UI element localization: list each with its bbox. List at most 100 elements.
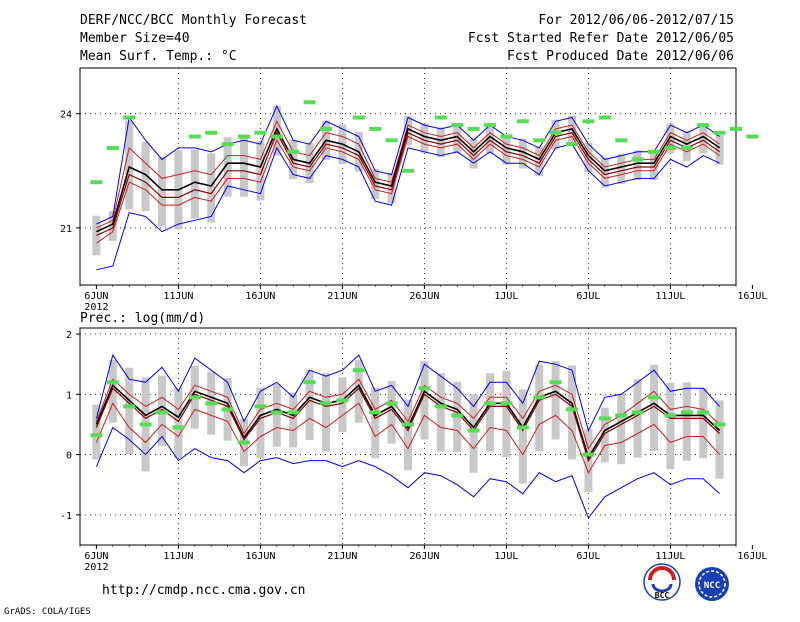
precip-series-max xyxy=(95,353,720,432)
temp-xtick-label: 11JUL xyxy=(655,291,685,302)
precip-ensemble-box xyxy=(699,387,708,459)
temp-ensemble-box xyxy=(486,123,494,154)
temp-ensemble-box xyxy=(568,115,576,146)
precip-ytick-label: -1 xyxy=(60,511,72,522)
precip-ensemble-box xyxy=(600,407,609,463)
temp-ensemble-box xyxy=(633,150,642,180)
precip-observed-marker xyxy=(500,401,513,406)
temp-ensemble-box xyxy=(699,123,708,154)
precip-observed-marker xyxy=(451,413,464,418)
temp-observed-marker xyxy=(549,130,562,135)
ncc-logo-disc xyxy=(695,567,729,601)
temp-observed-marker xyxy=(451,123,464,128)
ncc-logo-ring xyxy=(698,570,726,598)
precip-ensemble-box xyxy=(322,373,330,452)
precip-observed-marker xyxy=(139,422,152,427)
precip-xtick-label: 11JUN xyxy=(163,551,193,562)
precip-observed-marker xyxy=(320,401,332,406)
precip-observed-marker xyxy=(713,422,726,427)
precip-ensemble-box xyxy=(174,387,183,459)
temp-series-min xyxy=(96,143,720,271)
precip-ytick-label: 2 xyxy=(66,330,72,341)
temp-observed-marker xyxy=(123,115,136,120)
temp-series-p2 xyxy=(96,120,720,229)
temp-ensemble-box xyxy=(650,150,658,180)
temp-ensemble-box xyxy=(420,123,429,154)
precip-observed-marker xyxy=(205,401,218,406)
temp-observed-marker xyxy=(533,138,546,143)
precip-observed-marker xyxy=(516,425,529,430)
precip-ensemble-box xyxy=(338,377,347,433)
temp-ensemble-box xyxy=(453,123,462,154)
precip-ensemble-box xyxy=(404,399,412,471)
temp-ytick-label: 21 xyxy=(60,224,72,235)
temp-ensemble-box xyxy=(141,141,150,212)
precip-observed-marker xyxy=(221,407,234,412)
precip-ensemble-box xyxy=(715,400,724,479)
precip-observed-marker xyxy=(697,410,710,415)
temp-ensemble-box xyxy=(600,157,609,188)
temp-observed-marker xyxy=(221,142,234,147)
temp-series-max xyxy=(96,104,720,225)
temp-observed-marker xyxy=(303,100,316,105)
temp-ensemble-box xyxy=(584,142,593,173)
temp-observed-marker xyxy=(188,134,201,139)
temp-observed-marker xyxy=(434,115,447,120)
precip-series-p0 xyxy=(95,402,720,474)
precip-ensemble-box xyxy=(420,361,429,440)
source-url: http://cmdp.ncc.cma.gov.cn xyxy=(102,583,306,598)
precip-ensemble-box xyxy=(256,387,265,459)
precip-observed-marker xyxy=(385,401,398,406)
chart-title: DERF/NCC/BCC Monthly Forecast xyxy=(80,13,307,28)
bcc-logo-arc xyxy=(648,566,676,581)
bcc-logo-wave xyxy=(651,583,673,593)
precip-ensemble-box xyxy=(633,379,642,458)
temp-ensemble-box xyxy=(256,141,265,201)
temp-observed-marker xyxy=(697,123,710,128)
precip-observed-marker xyxy=(402,422,414,427)
precip-xtick-label: 1JUL xyxy=(494,551,518,562)
temp-observed-marker xyxy=(238,134,250,139)
temp-observed-marker xyxy=(566,142,578,147)
temp-observed-marker xyxy=(598,115,611,120)
temp-observed-marker xyxy=(631,157,644,162)
temp-xtick-label: 1JUL xyxy=(494,291,518,302)
temp-observed-marker xyxy=(352,115,365,120)
precip-ensemble-box xyxy=(305,369,314,441)
temp-observed-marker xyxy=(467,126,480,131)
precip-observed-marker xyxy=(533,395,546,400)
precip-series-mean xyxy=(95,383,721,460)
temp-ensemble-box xyxy=(371,169,380,199)
temp-xtick-label: 6JUN xyxy=(84,291,108,302)
precip-ensemble-box xyxy=(617,393,626,465)
precip-observed-marker xyxy=(648,395,660,400)
precip-observed-marker xyxy=(418,386,431,391)
temp-observed-marker xyxy=(270,134,283,139)
temp-xtick-label: 6JUL xyxy=(576,291,600,302)
precip-ensemble-box xyxy=(535,364,544,451)
precip-observed-marker xyxy=(238,440,250,445)
temp-xtick-label: 21JUN xyxy=(327,291,357,302)
temp-observed-marker xyxy=(516,119,529,124)
precip-ensemble-box xyxy=(682,382,691,461)
precip-observed-marker xyxy=(336,398,349,403)
precip-observed-marker xyxy=(484,401,496,406)
temp-ensemble-box xyxy=(502,135,511,165)
temp-observed-marker xyxy=(484,123,496,128)
temp-observed-marker xyxy=(287,149,300,154)
precip-observed-marker xyxy=(106,380,119,385)
precip-observed-marker xyxy=(270,410,283,415)
temp-observed-marker xyxy=(254,130,267,135)
temp-variable-label: Mean Surf. Temp.: °C xyxy=(80,49,237,64)
temp-ensemble-box xyxy=(158,157,166,227)
member-size-label: Member Size=40 xyxy=(80,31,190,46)
precip-observed-marker xyxy=(680,410,693,415)
temp-xtick-label: 26JUN xyxy=(409,291,439,302)
temp-observed-marker xyxy=(615,138,628,143)
precip-xtick-label: 6JUL xyxy=(576,551,600,562)
bcc-logo-text: BCC xyxy=(655,591,670,600)
temp-ensemble-box xyxy=(125,120,134,210)
precip-year-label: 2012 xyxy=(84,562,108,573)
temp-observed-marker xyxy=(648,149,660,154)
